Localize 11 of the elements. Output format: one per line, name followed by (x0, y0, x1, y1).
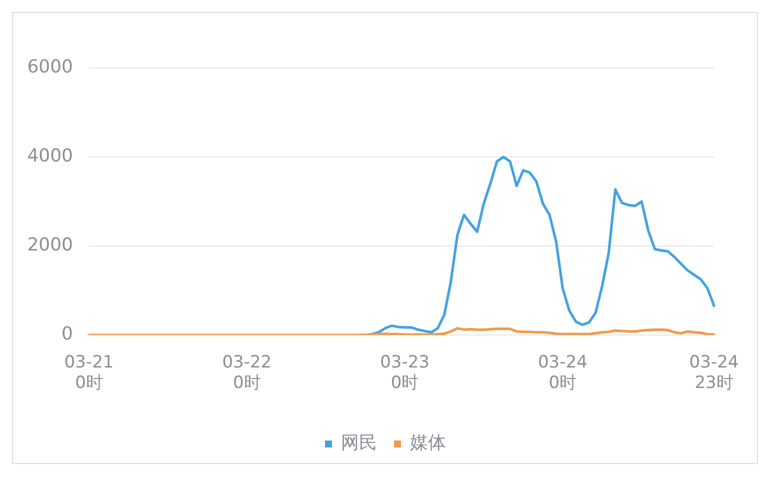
x-tick-label: 03-21 0时 (64, 352, 114, 394)
x-tick-label: 03-23 0时 (380, 352, 430, 394)
y-tick-label: 4000 (27, 146, 73, 167)
legend-label: 网民 (341, 432, 377, 454)
y-tick-label: 6000 (27, 56, 73, 78)
y-tick-label: 0 (62, 324, 73, 345)
y-tick-label: 2000 (27, 234, 73, 256)
x-tick-label: 03-24 23时 (689, 352, 739, 394)
x-tick-label: 03-24 0时 (538, 352, 588, 394)
x-tick-label: 03-22 0时 (222, 352, 272, 394)
legend-label: 媒体 (410, 432, 446, 454)
